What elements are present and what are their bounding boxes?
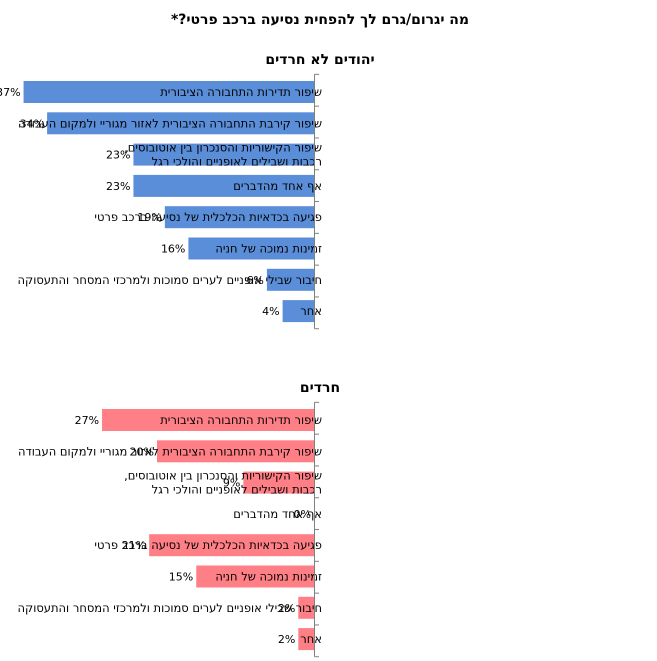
category-label: שיפור הקישוריות והסנכרון בין אוטובוסים, ר… bbox=[124, 141, 322, 169]
bar bbox=[298, 596, 314, 619]
category-label-line: רכבות ושבילים לאופניים והולכי רגל bbox=[152, 155, 322, 169]
bar bbox=[243, 471, 314, 494]
category-label: שיפור קירבת התחבורה הציבורית לאזור מגורי… bbox=[18, 444, 322, 458]
category-label: שיפור קירבת התחבורה הציבורית לאזור מגורי… bbox=[18, 116, 322, 130]
category-label-line: זמינות נמוכה של חניה bbox=[215, 570, 322, 584]
category-label-line: שיפור קירבת התחבורה הציבורית לאזור מגורי… bbox=[18, 116, 322, 130]
category-label: זמינות נמוכה של חניה bbox=[215, 242, 322, 256]
data-label: 15% bbox=[169, 571, 193, 584]
bar bbox=[157, 440, 314, 463]
bar bbox=[298, 628, 314, 651]
category-label-line: שיפור הקישוריות והסנכרון בין אוטובוסים, bbox=[124, 141, 322, 155]
category-label: חיבור שבילי אופניים לערים סמוכות ולמרכזי… bbox=[18, 601, 322, 615]
category-label: אחר bbox=[300, 304, 322, 318]
bar bbox=[133, 174, 314, 197]
bar bbox=[133, 143, 314, 166]
category-label-line: אף אחד מהדברים bbox=[233, 507, 322, 521]
category-label-line: שיפור תדירות התחבורה הציבורית bbox=[160, 85, 322, 99]
data-label: 23% bbox=[106, 180, 130, 193]
chart-title: מה יגרום/גרם לך להפחית נסיעה ברכב פרטי?* bbox=[171, 12, 469, 28]
category-label-line: זמינות נמוכה של חניה bbox=[215, 242, 322, 256]
data-label: 9% bbox=[223, 477, 240, 490]
panel-title: חרדים bbox=[300, 380, 340, 396]
category-label-line: שיפור תדירות התחבורה הציבורית bbox=[160, 413, 322, 427]
bar bbox=[102, 409, 314, 431]
panel-title: יהודים לא חרדים bbox=[265, 52, 374, 68]
category-label: שיפור תדירות התחבורה הציבורית bbox=[160, 85, 322, 99]
category-label-line: פגיעה בכדאיות הכלכלית של נסיעה ברכב פרטי bbox=[94, 210, 322, 224]
category-label-line: פגיעה בכדאיות הכלכלית של נסיעה ברכב פרטי bbox=[94, 538, 322, 552]
bar bbox=[47, 112, 314, 135]
category-label-line: אחר bbox=[300, 632, 322, 646]
category-label-line: אף אחד מהדברים bbox=[233, 179, 322, 193]
category-label: פגיעה בכדאיות הכלכלית של נסיעה ברכב פרטי bbox=[94, 538, 322, 552]
data-label: 21% bbox=[122, 539, 146, 552]
category-label: אף אחד מהדברים bbox=[233, 179, 322, 193]
category-label-line: חיבור שבילי אופניים לערים סמוכות ולמרכזי… bbox=[18, 273, 322, 287]
bar bbox=[23, 81, 315, 103]
category-label: שיפור הקישוריות והסנכרון בין אוטובוסים, ר… bbox=[124, 469, 322, 497]
category-label: חיבור שבילי אופניים לערים סמוכות ולמרכזי… bbox=[18, 273, 322, 287]
data-label: 19% bbox=[137, 211, 161, 224]
category-label: שיפור תדירות התחבורה הציבורית bbox=[160, 413, 322, 427]
bar bbox=[188, 237, 314, 260]
bar bbox=[282, 300, 314, 323]
data-label: 27% bbox=[75, 414, 99, 427]
data-label: 16% bbox=[161, 243, 185, 256]
data-label: 2% bbox=[278, 602, 295, 615]
category-label-line: שיפור הקישוריות והסנכרון בין אוטובוסים, bbox=[124, 469, 322, 483]
bar bbox=[196, 565, 314, 588]
data-label: 0% bbox=[294, 508, 311, 521]
data-label: 34% bbox=[20, 117, 44, 130]
data-label: 2% bbox=[278, 633, 295, 646]
bar bbox=[266, 268, 314, 291]
data-label: 23% bbox=[106, 149, 130, 162]
category-label: פגיעה בכדאיות הכלכלית של נסיעה ברכב פרטי bbox=[94, 210, 322, 224]
data-label: 4% bbox=[262, 305, 279, 318]
data-label: 37% bbox=[0, 86, 21, 99]
category-label-line: רכבות ושבילים לאופניים והולכי רגל bbox=[152, 483, 322, 497]
category-label: זמינות נמוכה של חניה bbox=[215, 570, 322, 584]
category-label-line: שיפור קירבת התחבורה הציבורית לאזור מגורי… bbox=[18, 444, 322, 458]
category-label-line: חיבור שבילי אופניים לערים סמוכות ולמרכזי… bbox=[18, 601, 322, 615]
bar bbox=[164, 206, 314, 229]
bar bbox=[149, 534, 314, 557]
data-label: 6% bbox=[246, 274, 263, 287]
category-label: אחר bbox=[300, 632, 322, 646]
data-label: 20% bbox=[130, 445, 154, 458]
category-label: אף אחד מהדברים bbox=[233, 507, 322, 521]
category-label-line: אחר bbox=[300, 304, 322, 318]
